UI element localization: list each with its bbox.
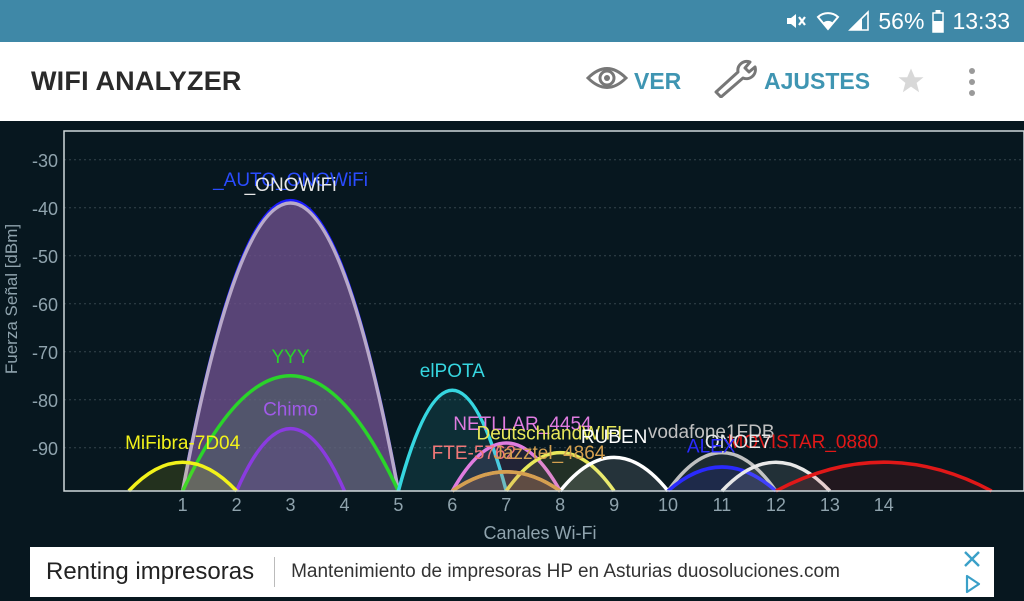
series-label: ONOE7 xyxy=(705,432,772,453)
series-curve xyxy=(450,441,562,492)
y-axis-label: Fuerza Señal [dBm] xyxy=(2,224,21,374)
cell-signal-icon xyxy=(848,10,870,32)
favorite-button[interactable] xyxy=(896,66,926,101)
series-label: FTE-5762 xyxy=(432,443,516,464)
plot-frame xyxy=(63,130,1024,492)
y-tick-label: -60 xyxy=(32,295,58,315)
series-curve xyxy=(180,201,401,492)
clock: 13:33 xyxy=(952,7,1010,34)
view-button-label: VER xyxy=(634,67,682,94)
view-button[interactable]: VER xyxy=(585,60,682,102)
series-curve xyxy=(127,460,238,493)
more-options-button[interactable] xyxy=(962,64,982,100)
close-icon xyxy=(960,551,984,575)
x-tick-label: 11 xyxy=(713,495,732,515)
x-tick-label: 6 xyxy=(447,495,457,515)
ad-choices-button[interactable] xyxy=(960,572,984,596)
ad-banner[interactable]: Renting impresoras Mantenimiento de impr… xyxy=(30,547,994,597)
x-tick-label: 3 xyxy=(286,495,296,515)
channel-graph: -30 -40 -50 -60 -70 -80 -90 1 2 3 4 5 6 7 8 9 10 11 12 13 14… xyxy=(0,121,1024,547)
more-dot-icon xyxy=(969,79,975,85)
series-curve xyxy=(666,465,778,493)
more-dot-icon xyxy=(969,68,975,74)
ad-choices-icon xyxy=(960,574,984,600)
series-curve xyxy=(451,470,562,493)
series-label: vodafone1FDB xyxy=(648,422,775,443)
y-tick-label: -50 xyxy=(32,247,58,267)
x-axis-label: Canales Wi-Fi xyxy=(483,523,596,543)
series-label: MOVISTAR_0880 xyxy=(728,432,879,453)
y-tick-label: -90 xyxy=(32,439,58,459)
x-tick-label: 4 xyxy=(339,495,349,515)
ad-text: Mantenimiento de impresoras HP en Asturi… xyxy=(291,561,840,582)
tick-layer: -30-40-50-60-70-80-901 2 3 4 5 6 7 8 9 10 11 12 13 14 xyxy=(32,151,894,515)
app-title: WIFI ANALYZER xyxy=(31,66,242,96)
x-tick-label: 10 xyxy=(658,495,678,515)
y-tick-label: -70 xyxy=(32,343,58,363)
series-curve xyxy=(775,460,993,493)
x-tick-label: 12 xyxy=(766,495,786,515)
series-label: RUBEN xyxy=(581,427,648,448)
battery-icon xyxy=(932,9,945,33)
more-dot-icon xyxy=(969,90,975,96)
y-tick-label: -40 xyxy=(32,199,58,219)
label-layer: _AUTO_ONOWiFi_ONOWiFi YYY Chimo MiFibra-7D0… xyxy=(125,170,878,464)
series-label: _AUTO_ONOWiFi xyxy=(212,170,368,191)
series-curve xyxy=(720,460,832,493)
series-label: Jazztel_4864 xyxy=(493,443,605,464)
settings-button-label: AJUSTES xyxy=(764,67,871,94)
settings-button[interactable]: AJUSTES xyxy=(712,58,871,104)
x-tick-label: 13 xyxy=(820,495,840,515)
series-label: MiFibra-7D04 xyxy=(125,433,241,454)
status-indicators: 56% 13:33 xyxy=(784,0,1010,42)
channel-graph-svg: -30-40-50-60-70-80-901 2 3 4 5 6 7 8 9 10 11 12 13 14… xyxy=(2,130,1024,543)
x-tick-label: 8 xyxy=(555,495,565,515)
ad-title: Renting impresoras xyxy=(46,558,255,585)
series-curve xyxy=(666,451,778,493)
ad-divider xyxy=(274,557,276,587)
grid-layer xyxy=(64,159,1024,449)
app-bar: WIFI ANALYZER VER AJUSTES xyxy=(0,42,1024,121)
x-tick-label: 5 xyxy=(393,495,403,515)
wifi-icon xyxy=(816,9,840,33)
status-bar: 56% 13:33 xyxy=(0,0,1024,42)
star-icon xyxy=(896,68,926,100)
y-tick-label: -80 xyxy=(32,391,58,411)
battery-percent: 56% xyxy=(878,7,925,34)
x-tick-label: 9 xyxy=(609,495,619,515)
ad-close-button[interactable] xyxy=(960,547,984,571)
series-label: NETLLAR_4454 xyxy=(453,414,592,435)
mute-icon xyxy=(784,9,808,33)
x-tick-label: 7 xyxy=(501,495,511,515)
series-curve xyxy=(181,374,400,492)
series-label: Chimo xyxy=(263,400,318,421)
series-curve xyxy=(234,427,347,492)
y-tick-label: -30 xyxy=(32,151,58,171)
x-tick-label: 2 xyxy=(232,495,242,515)
series-label: _ONOWiFi xyxy=(244,175,337,196)
series-label: elPOTA xyxy=(420,361,485,382)
x-tick-label: 14 xyxy=(874,495,894,515)
series-layer xyxy=(127,198,993,493)
x-tick-label: 1 xyxy=(178,495,188,515)
series-label: YYY xyxy=(272,347,310,368)
wrench-icon xyxy=(712,58,758,104)
eye-icon xyxy=(585,63,629,99)
series-curve xyxy=(558,455,670,493)
series-curve xyxy=(504,451,616,493)
series-label: ALEX xyxy=(687,437,736,458)
series-label: DeutschlandWIFI xyxy=(477,424,623,445)
